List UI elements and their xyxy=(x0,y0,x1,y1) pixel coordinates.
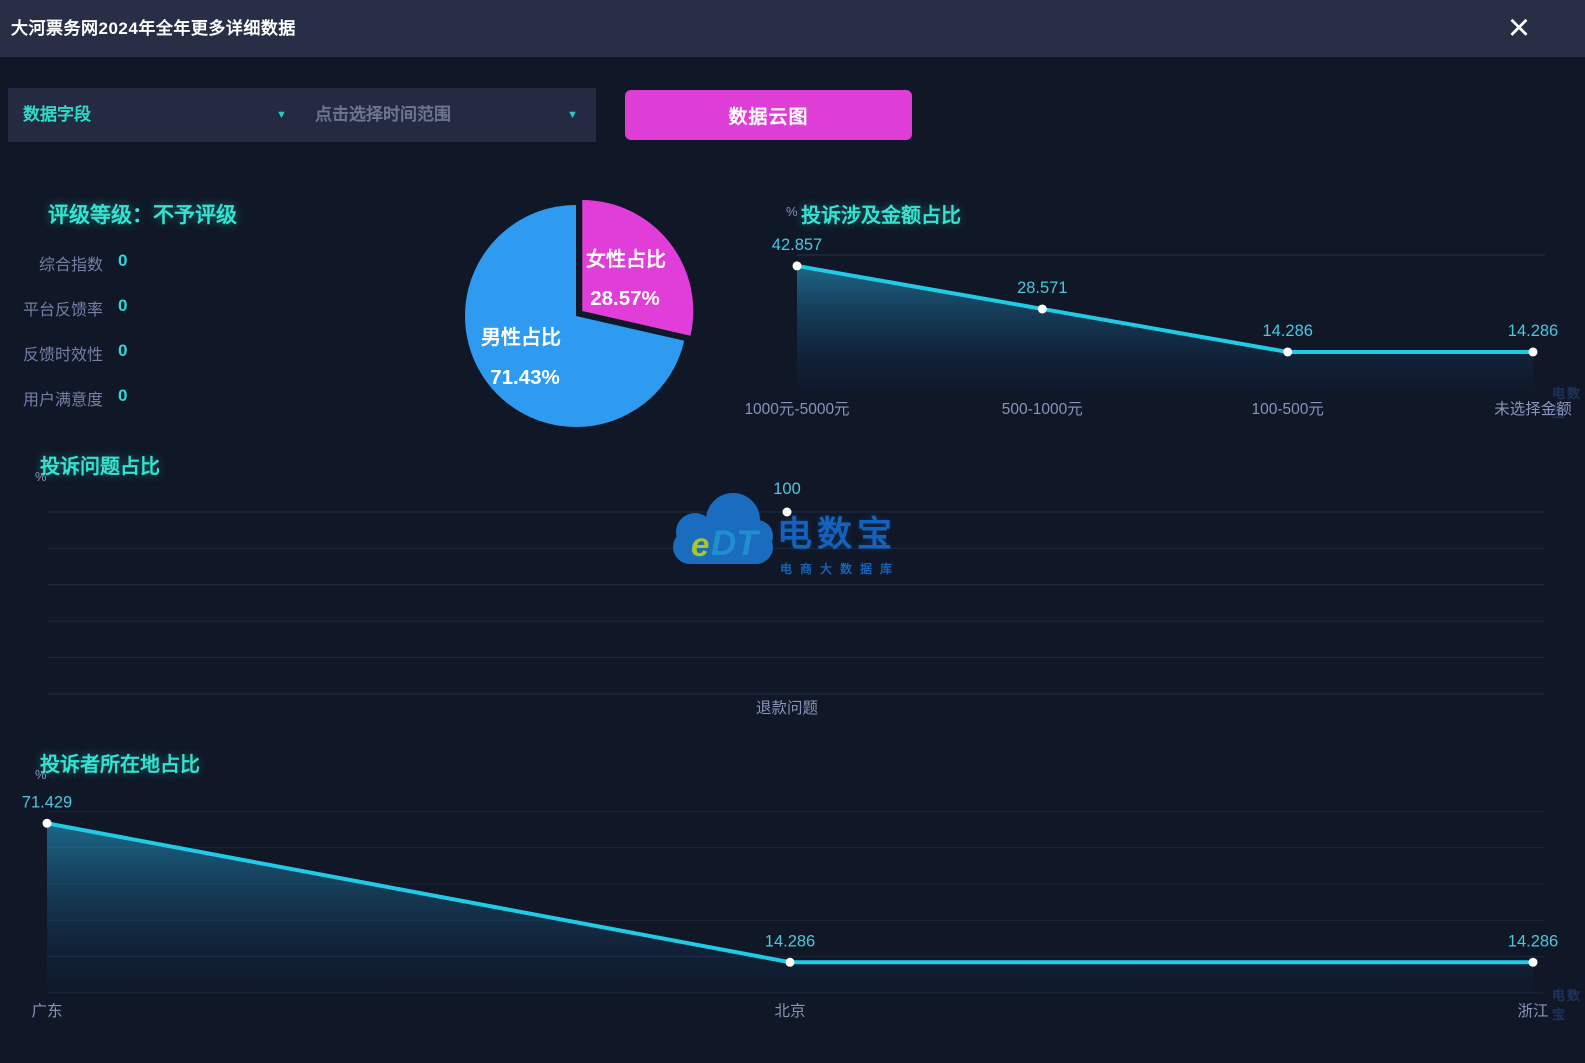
area-fill xyxy=(47,823,1533,993)
trend-line xyxy=(47,823,1533,962)
chart-title-issue: 投诉问题占比 xyxy=(40,450,160,479)
data-point xyxy=(1529,958,1538,967)
pie-label-percent: 28.57% xyxy=(590,287,660,310)
metric-label: 用户满意度 xyxy=(0,386,103,410)
dialog-title: 大河票务网2024年全年更多详细数据 xyxy=(11,0,296,57)
close-icon[interactable]: × xyxy=(1494,6,1544,52)
metric-value: 0 xyxy=(118,386,127,406)
watermark-logo-dt: DT xyxy=(711,524,758,564)
axis-label: 广东 xyxy=(31,1002,62,1020)
chart-title-location: 投诉者所在地占比 xyxy=(40,748,200,777)
value-label: 42.857 xyxy=(772,236,822,254)
data-point xyxy=(43,819,52,828)
pie-label-name: 女性占比 xyxy=(586,247,666,271)
data-field-dropdown-label: 数据字段 xyxy=(23,88,91,142)
watermark-logo-e: e xyxy=(691,526,709,564)
chevron-down-icon: ▼ xyxy=(276,88,287,142)
chevron-down-icon: ▼ xyxy=(567,88,578,142)
y-axis-unit: % xyxy=(35,767,47,782)
detail-dialog: e DT 电数宝 电商大数据库 电数宝 电数宝 42.857 1000元-5000… xyxy=(0,0,1585,1063)
value-label: 14.286 xyxy=(765,932,815,950)
filter-bar: 数据字段 ▼ 点击选择时间范围 ▼ xyxy=(8,88,596,142)
pie-label-percent: 71.43% xyxy=(490,366,560,389)
value-label: 28.571 xyxy=(1017,279,1067,297)
dialog-header: 大河票务网2024年全年更多详细数据 × xyxy=(0,0,1585,57)
y-axis-unit: % xyxy=(786,204,798,219)
watermark-subtitle: 电商大数据库 xyxy=(780,560,900,577)
metric-label: 综合指数 xyxy=(0,251,103,275)
axis-label: 北京 xyxy=(774,1002,805,1020)
watermark: e DT 电数宝 电商大数据库 xyxy=(655,480,925,592)
axis-label: 退款问题 xyxy=(756,699,818,717)
data-cloud-button[interactable]: 数据云图 xyxy=(625,90,912,140)
chart-title-amount: 投诉涉及金额占比 xyxy=(801,199,961,228)
data-point xyxy=(1529,347,1538,356)
watermark-brand: 电数宝 xyxy=(777,506,897,557)
metric-value: 0 xyxy=(118,341,127,361)
data-point xyxy=(1038,304,1047,313)
axis-label: 浙江 xyxy=(1517,1002,1548,1020)
rating-title: 评级等级：不予评级 xyxy=(48,199,237,229)
value-label: 71.429 xyxy=(22,793,72,811)
metric-label: 平台反馈率 xyxy=(0,296,103,320)
area-fill xyxy=(797,266,1533,390)
watermark-ghost: 电数宝 xyxy=(1552,985,1585,1023)
value-label: 14.286 xyxy=(1262,322,1312,340)
pie-slice-male xyxy=(465,205,684,427)
value-label: 14.286 xyxy=(1508,932,1558,950)
data-point xyxy=(786,958,795,967)
value-label: 14.286 xyxy=(1508,322,1558,340)
y-axis-unit: % xyxy=(35,469,47,484)
data-point xyxy=(793,261,802,270)
metric-value: 0 xyxy=(118,251,127,271)
pie-slice-female xyxy=(582,200,693,336)
pie-label-name: 男性占比 xyxy=(481,326,561,349)
time-range-placeholder: 点击选择时间范围 xyxy=(315,88,451,142)
data-point xyxy=(1283,347,1292,356)
metric-label: 反馈时效性 xyxy=(0,341,103,365)
trend-line xyxy=(797,266,1533,352)
axis-label: 500-1000元 xyxy=(1002,401,1083,418)
watermark-ghost: 电数宝 xyxy=(1552,383,1585,421)
axis-label: 100-500元 xyxy=(1252,401,1324,418)
metric-value: 0 xyxy=(118,296,127,316)
axis-label: 1000元-5000元 xyxy=(744,401,849,418)
